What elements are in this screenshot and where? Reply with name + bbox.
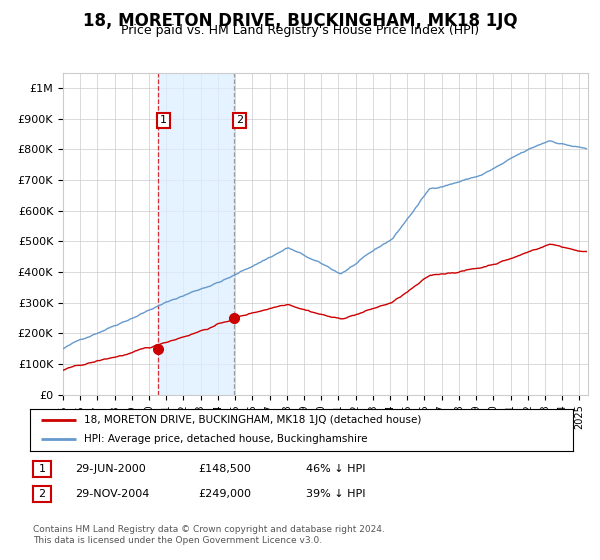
- Text: £249,000: £249,000: [198, 489, 251, 499]
- Text: 29-JUN-2000: 29-JUN-2000: [75, 464, 146, 474]
- Text: 1: 1: [38, 464, 46, 474]
- Text: 2: 2: [236, 115, 243, 125]
- Text: 29-NOV-2004: 29-NOV-2004: [75, 489, 149, 499]
- Text: 46% ↓ HPI: 46% ↓ HPI: [306, 464, 365, 474]
- Text: Price paid vs. HM Land Registry's House Price Index (HPI): Price paid vs. HM Land Registry's House …: [121, 24, 479, 37]
- Text: Contains HM Land Registry data © Crown copyright and database right 2024.
This d: Contains HM Land Registry data © Crown c…: [33, 525, 385, 545]
- Text: 39% ↓ HPI: 39% ↓ HPI: [306, 489, 365, 499]
- Text: £148,500: £148,500: [198, 464, 251, 474]
- Text: 1: 1: [160, 115, 167, 125]
- Bar: [157, 73, 233, 395]
- Text: 18, MORETON DRIVE, BUCKINGHAM, MK18 1JQ: 18, MORETON DRIVE, BUCKINGHAM, MK18 1JQ: [83, 12, 517, 30]
- Text: 18, MORETON DRIVE, BUCKINGHAM, MK18 1JQ (detached house): 18, MORETON DRIVE, BUCKINGHAM, MK18 1JQ …: [85, 415, 422, 425]
- Text: 2: 2: [38, 489, 46, 499]
- Text: HPI: Average price, detached house, Buckinghamshire: HPI: Average price, detached house, Buck…: [85, 435, 368, 445]
